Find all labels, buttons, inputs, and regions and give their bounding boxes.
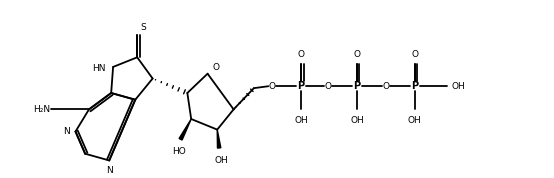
Text: OH: OH — [214, 156, 228, 165]
Text: H₂N: H₂N — [33, 105, 50, 114]
Polygon shape — [179, 119, 191, 140]
Text: P: P — [297, 81, 305, 91]
Polygon shape — [217, 130, 221, 148]
Text: HO: HO — [172, 147, 186, 156]
Text: O: O — [212, 63, 219, 72]
Text: O: O — [412, 50, 418, 59]
Text: P: P — [411, 81, 418, 91]
Text: O: O — [353, 50, 361, 59]
Text: N: N — [106, 166, 112, 175]
Text: O: O — [297, 50, 305, 59]
Text: O: O — [269, 82, 276, 91]
Text: S: S — [140, 23, 146, 32]
Text: P: P — [353, 81, 361, 91]
Text: O: O — [382, 82, 389, 91]
Text: OH: OH — [294, 116, 308, 125]
Text: OH: OH — [408, 116, 422, 125]
Text: OH: OH — [350, 116, 364, 125]
Text: OH: OH — [452, 82, 465, 91]
Text: N: N — [63, 127, 70, 136]
Text: O: O — [325, 82, 332, 91]
Text: HN: HN — [92, 64, 105, 73]
